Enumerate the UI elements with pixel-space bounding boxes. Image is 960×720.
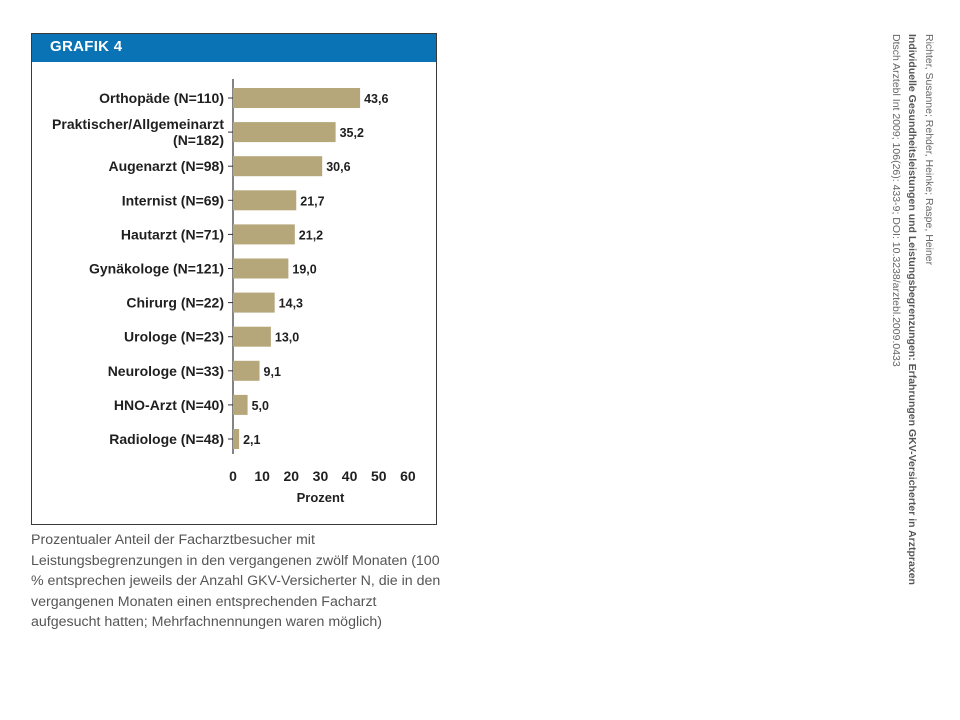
bar-value-label: 9,1 [264,365,281,379]
bar-value-label: 2,1 [243,433,260,447]
x-tick-label: 40 [342,468,358,484]
citation-source: Dtsch Arztebl Int 2009; 106(26): 433-9; … [890,34,902,367]
citation-title: Individuelle Gesundheitsleistungen und L… [906,34,918,585]
x-tick-label: 0 [229,468,237,484]
bar [233,429,240,449]
category-label: Augenarzt (N=98) [108,158,224,174]
x-tick-label: 20 [284,468,300,484]
category-label: HNO-Arzt (N=40) [114,397,224,413]
category-label: Hautarzt (N=71) [121,226,224,242]
x-tick-label: 60 [400,468,416,484]
citation-block: Richter, Susanne; Rehder, Heinke; Raspe,… [878,34,938,634]
bar-value-label: 43,6 [364,92,388,106]
bar-chart: 43,6 Orthopäde (N=110) 35,2 Praktischer/All… [52,79,416,505]
category-label: Praktischer/Allgemeinarzt [52,116,224,132]
bar-value-label: 19,0 [292,263,316,277]
bar-value-label: 21,2 [299,228,323,242]
x-tick-label: 10 [254,468,270,484]
bar [233,88,361,108]
figure-caption: Prozentualer Anteil der Facharztbesucher… [31,532,441,630]
figure-frame: GRAFIK 4 43,6 Orthopäde (N=110) 35,2 Prakti… [31,33,437,525]
bar [233,190,297,211]
category-label: Gynäkologe (N=121) [89,261,224,277]
bar [233,360,260,381]
category-label: (N=182) [173,132,224,148]
category-label: Orthopäde (N=110) [99,90,224,106]
category-label: Urologe (N=23) [124,329,224,345]
bar [233,292,275,313]
bar-value-label: 21,7 [300,194,324,208]
chart-header-title: GRAFIK 4 [50,38,123,55]
x-axis-title: Prozent [297,490,345,505]
bar [233,258,289,279]
citation-authors: Richter, Susanne; Rehder, Heinke; Raspe,… [923,34,935,266]
category-label: Neurologe (N=33) [108,363,224,379]
header-bar: GRAFIK 4 [32,34,436,62]
bar-value-label: 5,0 [252,399,269,413]
category-label: Radiologe (N=48) [109,431,224,447]
x-tick-label: 30 [313,468,329,484]
bar [233,224,295,245]
bar-value-label: 35,2 [340,126,364,140]
category-label: Internist (N=69) [122,192,224,208]
bar [233,122,336,143]
bar-value-label: 13,0 [275,331,299,345]
x-tick-label: 50 [371,468,387,484]
bar-value-label: 30,6 [326,160,350,174]
bar [233,156,323,177]
category-label: Chirurg (N=22) [126,295,224,311]
bar [233,326,271,347]
bar [233,394,248,415]
bar-value-label: 14,3 [279,297,303,311]
